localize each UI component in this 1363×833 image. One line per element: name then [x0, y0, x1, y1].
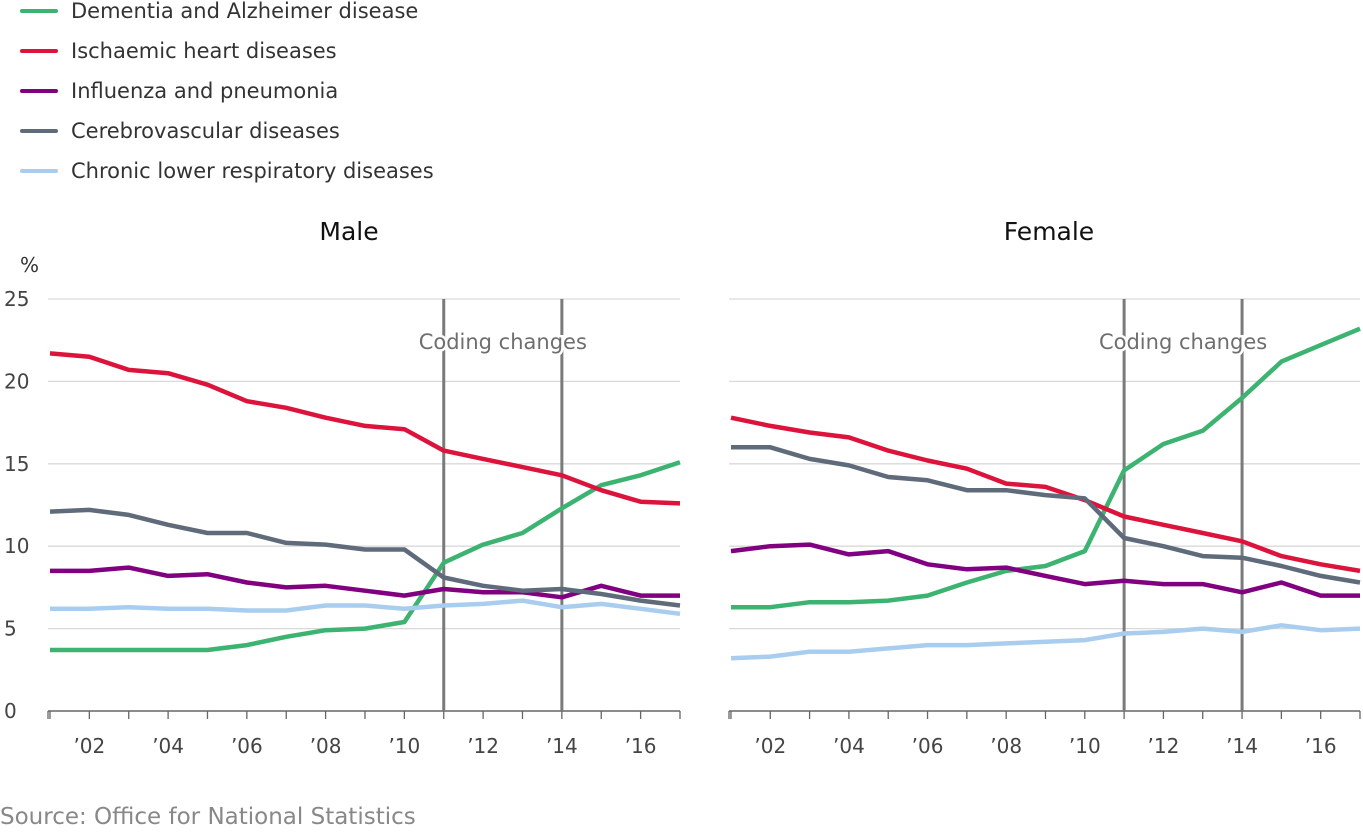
- y-tick-label: 20: [4, 369, 29, 393]
- y-tick-label: 25: [4, 287, 29, 311]
- x-tick-label: ’06: [231, 734, 263, 758]
- panel-title: Male: [319, 217, 378, 246]
- source-note: Source: Office for National Statistics: [0, 804, 416, 830]
- legend-swatch: [20, 9, 58, 13]
- x-tick-label: ’14: [1226, 734, 1258, 758]
- x-tick-label: ’08: [990, 734, 1022, 758]
- x-tick-label: ’16: [625, 734, 657, 758]
- x-tick-label: ’08: [310, 734, 342, 758]
- y-tick-label: 15: [4, 452, 29, 476]
- legend-label: Chronic lower respiratory diseases: [71, 159, 434, 183]
- x-tick-label: ’10: [388, 734, 420, 758]
- y-axis-unit: %: [20, 253, 39, 277]
- x-tick-label: ’02: [73, 734, 105, 758]
- y-tick-label: 5: [4, 617, 17, 641]
- panel-title: Female: [1004, 217, 1094, 246]
- series-line-ischaemic-heart-diseases: [730, 415, 1361, 574]
- legend-swatch: [20, 49, 58, 53]
- series-line-dementia-and-alzheimer-disease: [50, 460, 681, 653]
- legend-swatch: [20, 129, 58, 133]
- annotation-coding-changes: Coding changes: [1099, 330, 1267, 354]
- series-line-cerebrovascular-diseases: [731, 445, 1361, 585]
- series-line-chronic-lower-respiratory-diseases: [730, 623, 1361, 661]
- series-line-chronic-lower-respiratory-diseases: [50, 598, 681, 617]
- x-tick-label: ’04: [833, 734, 865, 758]
- chart-area: Male 0 5 10 15 20 25% ’02 ’04 ’06 ’08 ’10 ’12 ’14 ’16 C…: [4, 217, 1361, 758]
- legend-swatch: [20, 89, 58, 93]
- x-tick-label: ’12: [467, 734, 499, 758]
- annotation-coding-changes: Coding changes: [419, 330, 587, 354]
- series-line-influenza-and-pneumonia: [50, 565, 680, 600]
- series-line-cerebrovascular-diseases: [49, 507, 681, 608]
- y-tick-label: 10: [4, 534, 29, 558]
- legend-swatch: [20, 169, 58, 173]
- series-line-dementia-and-alzheimer-disease: [731, 326, 1361, 610]
- x-tick-label: ’04: [152, 734, 184, 758]
- legend-label: Dementia and Alzheimer disease: [71, 0, 419, 23]
- x-tick-label: ’12: [1148, 734, 1180, 758]
- x-tick-label: ’06: [912, 734, 944, 758]
- series-line-ischaemic-heart-diseases: [49, 351, 681, 506]
- y-tick-label: 0: [4, 699, 17, 723]
- legend-label: Influenza and pneumonia: [71, 79, 339, 103]
- x-tick-label: ’16: [1305, 734, 1337, 758]
- x-tick-label: ’02: [754, 734, 786, 758]
- legend-label: Ischaemic heart diseases: [71, 39, 337, 63]
- x-tick-label: ’10: [1069, 734, 1101, 758]
- legend-label: Cerebrovascular diseases: [71, 119, 340, 143]
- series-line-influenza-and-pneumonia: [730, 542, 1360, 598]
- x-tick-label: ’14: [546, 734, 578, 758]
